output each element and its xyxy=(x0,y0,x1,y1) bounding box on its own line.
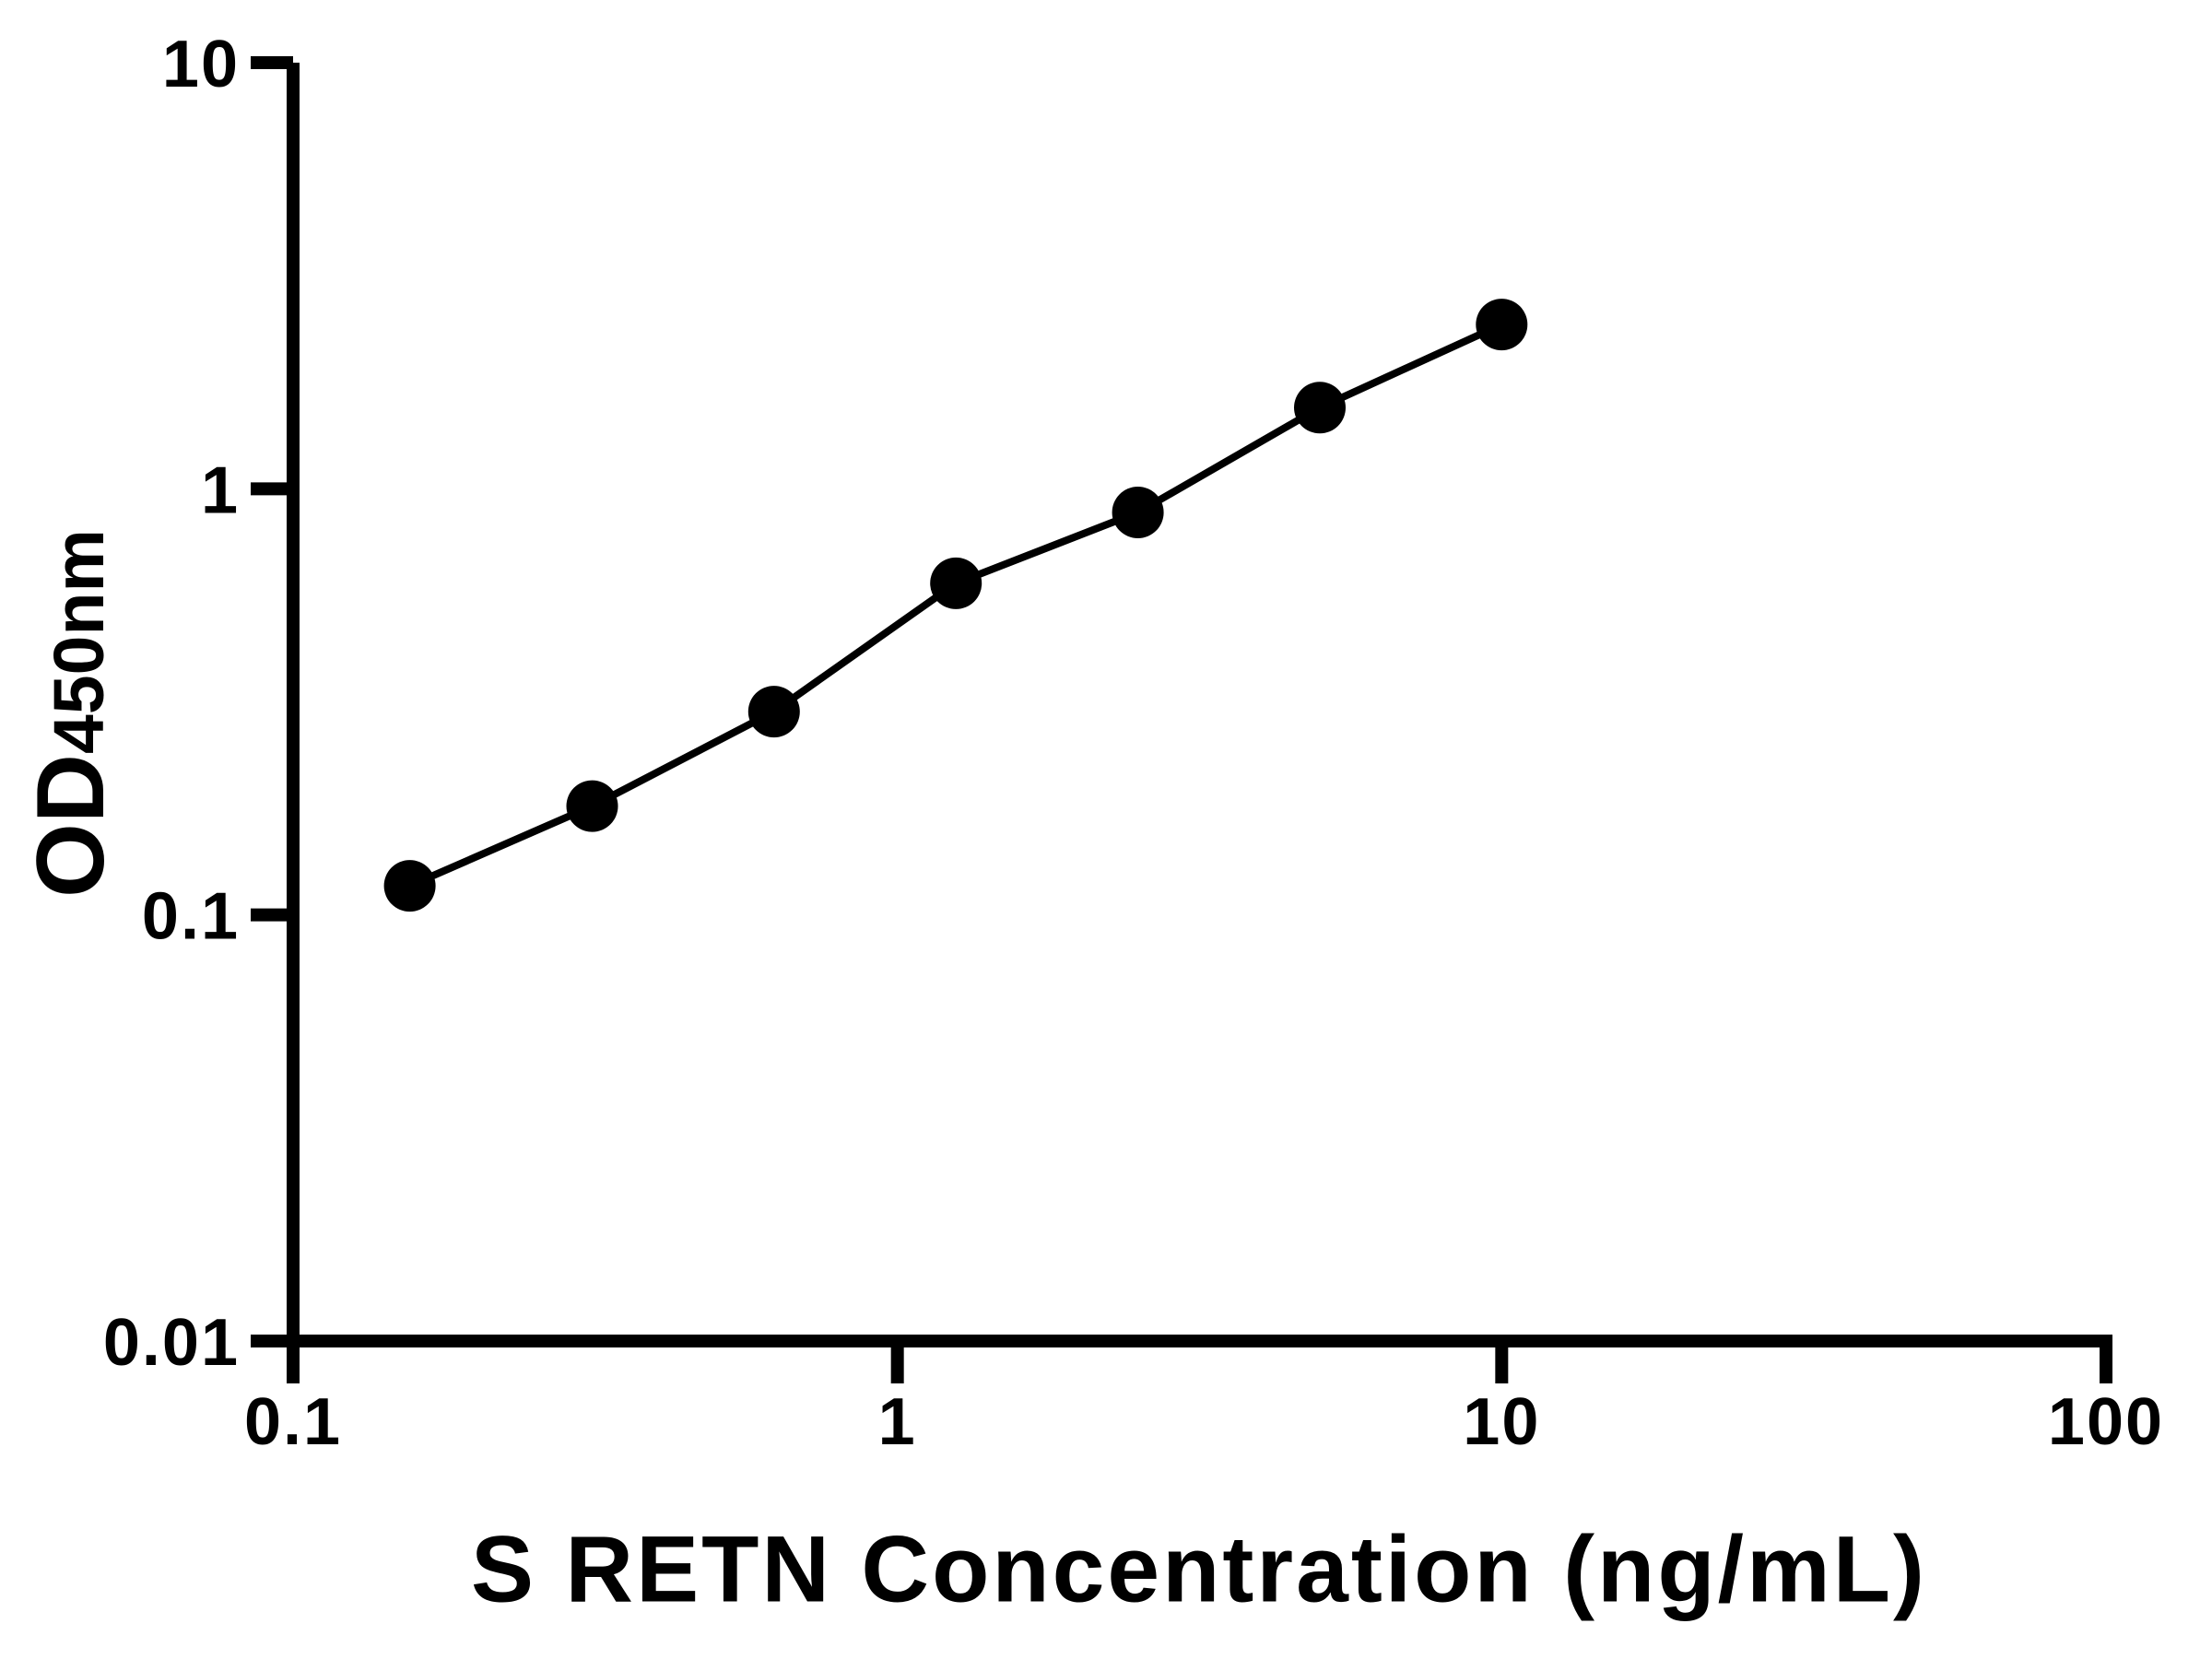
y-axis-tick-label: 0.01 xyxy=(103,1306,240,1380)
data-point-marker xyxy=(930,557,982,609)
x-axis-tick-label: 0.1 xyxy=(244,1385,342,1459)
x-axis-title: S RETN Concentration (ng/mL) xyxy=(471,1516,1927,1622)
data-point-marker xyxy=(566,780,618,832)
y-axis-tick-label: 10 xyxy=(162,28,240,101)
x-axis-tick-label: 100 xyxy=(2048,1385,2164,1459)
y-axis-tick-label: 0.1 xyxy=(142,880,240,954)
data-point-marker xyxy=(383,860,436,912)
data-point-marker xyxy=(1476,299,1528,351)
x-axis-tick-label: 1 xyxy=(878,1385,917,1459)
x-axis-tick-label: 10 xyxy=(1463,1385,1540,1459)
y-axis-title: OD450nm xyxy=(18,529,124,898)
y-axis-tick-label: 1 xyxy=(201,453,240,527)
data-point-marker xyxy=(1294,382,1346,434)
y-axis-title-sub: 450nm xyxy=(40,529,119,754)
data-point-marker xyxy=(1112,487,1164,538)
data-point-marker xyxy=(747,686,800,738)
y-axis-title-main: OD xyxy=(18,753,124,898)
